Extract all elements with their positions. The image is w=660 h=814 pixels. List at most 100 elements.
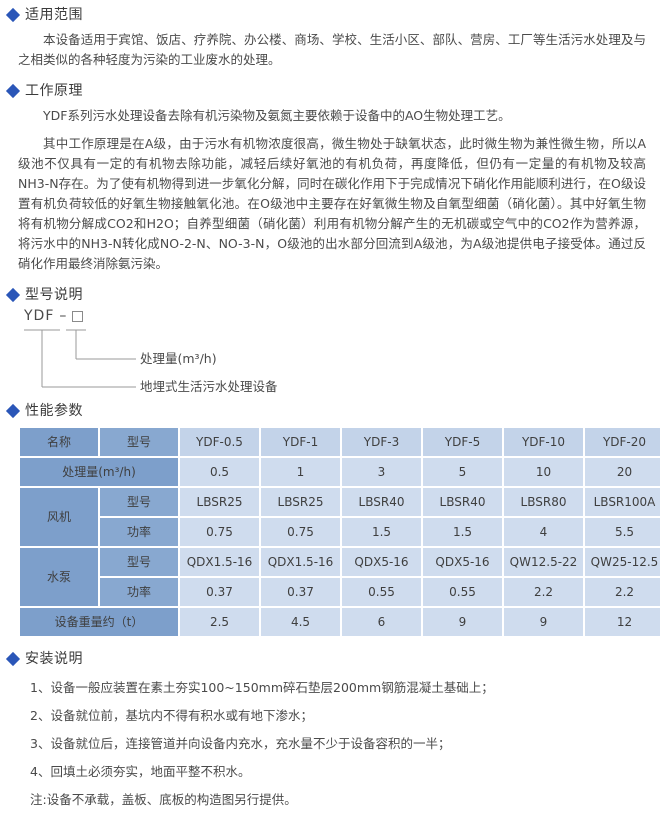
cell: 0.5 (180, 458, 259, 486)
model-label-product: 地埋式生活污水处理设备 (140, 379, 278, 394)
table-header-model-0: YDF-0.5 (180, 428, 259, 456)
spacer (0, 638, 660, 652)
cell: LBSR25 (180, 488, 259, 516)
cell: 5 (423, 458, 502, 486)
cell: 1 (261, 458, 340, 486)
cell: 0.55 (423, 578, 502, 606)
section-heading-performance: 性能参数 (0, 403, 660, 419)
row-sublabel-blower-model: 型号 (100, 488, 178, 516)
cell: LBSR100A (585, 488, 660, 516)
performance-table-wrapper: 名称 型号 YDF-0.5 YDF-1 YDF-3 YDF-5 YDF-10 Y… (0, 426, 660, 638)
cell: 0.37 (180, 578, 259, 606)
table-header-model: 型号 (100, 428, 178, 456)
spacer-top (0, 0, 660, 8)
cell: QW25-12.5 (585, 548, 660, 576)
cell: 2.2 (585, 578, 660, 606)
list-item: 2、设备就位前，基坑内不得有积水或有地下渗水； (30, 708, 313, 723)
spacer (0, 666, 660, 674)
model-code-placeholder-box (72, 310, 84, 322)
spacer (0, 274, 660, 288)
table-row: 设备重量约（t） 2.5 4.5 6 9 9 12 (20, 608, 660, 636)
cell: 0.75 (180, 518, 259, 546)
table-header-row: 名称 型号 YDF-0.5 YDF-1 YDF-3 YDF-5 YDF-10 Y… (20, 428, 660, 456)
principle-paragraph-2: 其中工作原理是在A级，由于污水有机物浓度很高，微生物处于缺氧状态，此时微生物为兼… (18, 136, 646, 271)
list-item: 1、设备一般应装置在素土夯实100~150mm碎石垫层200mm钢筋混凝土基础上… (30, 680, 494, 695)
installation-list: 1、设备一般应装置在素土夯实100~150mm碎石垫层200mm钢筋混凝土基础上… (0, 674, 660, 786)
section-title-installation: 安装说明 (25, 651, 83, 667)
row-label-pump: 水泵 (20, 548, 98, 606)
diamond-bullet-icon (5, 651, 21, 667)
cell: 0.55 (342, 578, 421, 606)
list-item: 3、设备就位后，连接管道并向设备内充水，充水量不少于设备容积的一半； (30, 736, 451, 751)
cell: QDX5-16 (423, 548, 502, 576)
cell: 3 (342, 458, 421, 486)
cell: 0.37 (261, 578, 340, 606)
cell: 4 (504, 518, 583, 546)
model-leader-lines (24, 329, 136, 388)
principle-paragraph-1: YDF系列污水处理设备去除有机污染物及氨氮主要依赖于设备中的AO生物处理工艺。 (43, 108, 511, 123)
table-header-model-3: YDF-5 (423, 428, 502, 456)
cell: QDX1.5-16 (180, 548, 259, 576)
cell: QW12.5-22 (504, 548, 583, 576)
cell: 2.5 (180, 608, 259, 636)
cell: LBSR40 (342, 488, 421, 516)
table-header-model-1: YDF-1 (261, 428, 340, 456)
cell: 9 (504, 608, 583, 636)
table-row: 功率 0.37 0.37 0.55 0.55 2.2 2.2 (20, 578, 660, 606)
cell: 9 (423, 608, 502, 636)
table-header-model-4: YDF-10 (504, 428, 583, 456)
section-heading-model: 型号说明 (0, 287, 660, 303)
model-code-prefix: YDF (24, 308, 55, 324)
section-heading-installation: 安装说明 (0, 651, 660, 667)
row-sublabel-blower-power: 功率 (100, 518, 178, 546)
row-label-capacity: 处理量(m³/h) (20, 458, 178, 486)
cell: QDX5-16 (342, 548, 421, 576)
table-header-name: 名称 (20, 428, 98, 456)
table-header-model-5: YDF-20 (585, 428, 660, 456)
cell: LBSR40 (423, 488, 502, 516)
table-row: 水泵 型号 QDX1.5-16 QDX1.5-16 QDX5-16 QDX5-1… (20, 548, 660, 606)
table-row: 处理量(m³/h) 0.5 1 3 5 10 20 (20, 458, 660, 486)
cell: 2.2 (504, 578, 583, 606)
spacer (0, 22, 660, 30)
model-code-dash: – (59, 308, 68, 324)
table-header-model-2: YDF-3 (342, 428, 421, 456)
cell: 6 (342, 608, 421, 636)
table-row: 风机 型号 LBSR25 LBSR25 LBSR40 LBSR40 LBSR80… (20, 488, 660, 546)
cell: 0.75 (261, 518, 340, 546)
table-row: 功率 0.75 0.75 1.5 1.5 4 5.5 (20, 518, 660, 546)
cell: 1.5 (423, 518, 502, 546)
row-label-blower: 风机 (20, 488, 98, 546)
model-code: YDF – (24, 308, 84, 324)
cell: LBSR80 (504, 488, 583, 516)
scope-paragraph: 本设备适用于宾馆、饭店、疗养院、办公楼、商场、学校、生活小区、部队、营房、工厂等… (18, 32, 646, 67)
cell: 12 (585, 608, 660, 636)
cell: 1.5 (342, 518, 421, 546)
spacer (0, 126, 660, 134)
cell: LBSR25 (261, 488, 340, 516)
section-title-model: 型号说明 (25, 287, 83, 303)
list-item: 4、回填土必须夯实，地面平整不积水。 (30, 764, 251, 779)
spacer (0, 70, 660, 84)
row-sublabel-pump-power: 功率 (100, 578, 178, 606)
section-title-principle: 工作原理 (25, 83, 83, 99)
row-label-weight: 设备重量约（t） (20, 608, 178, 636)
installation-note: 注:设备不承载，盖板、底板的构造图另行提供。 (30, 792, 297, 807)
diamond-bullet-icon (5, 287, 21, 303)
cell: 4.5 (261, 608, 340, 636)
model-label-capacity: 处理量(m³/h) (140, 351, 217, 366)
cell: QDX1.5-16 (261, 548, 340, 576)
cell: 10 (504, 458, 583, 486)
section-title-performance: 性能参数 (25, 403, 83, 419)
cell: 5.5 (585, 518, 660, 546)
model-designation-diagram: YDF – 处理量(m³/h) 地埋式生活污水处理设备 (0, 308, 660, 404)
spacer (0, 98, 660, 106)
section-title-scope: 适用范围 (25, 7, 83, 23)
diamond-bullet-icon (5, 403, 21, 419)
section-heading-scope: 适用范围 (0, 7, 660, 23)
row-sublabel-pump-model: 型号 (100, 548, 178, 576)
section-heading-principle: 工作原理 (0, 83, 660, 99)
cell: 20 (585, 458, 660, 486)
diamond-bullet-icon (5, 83, 21, 99)
